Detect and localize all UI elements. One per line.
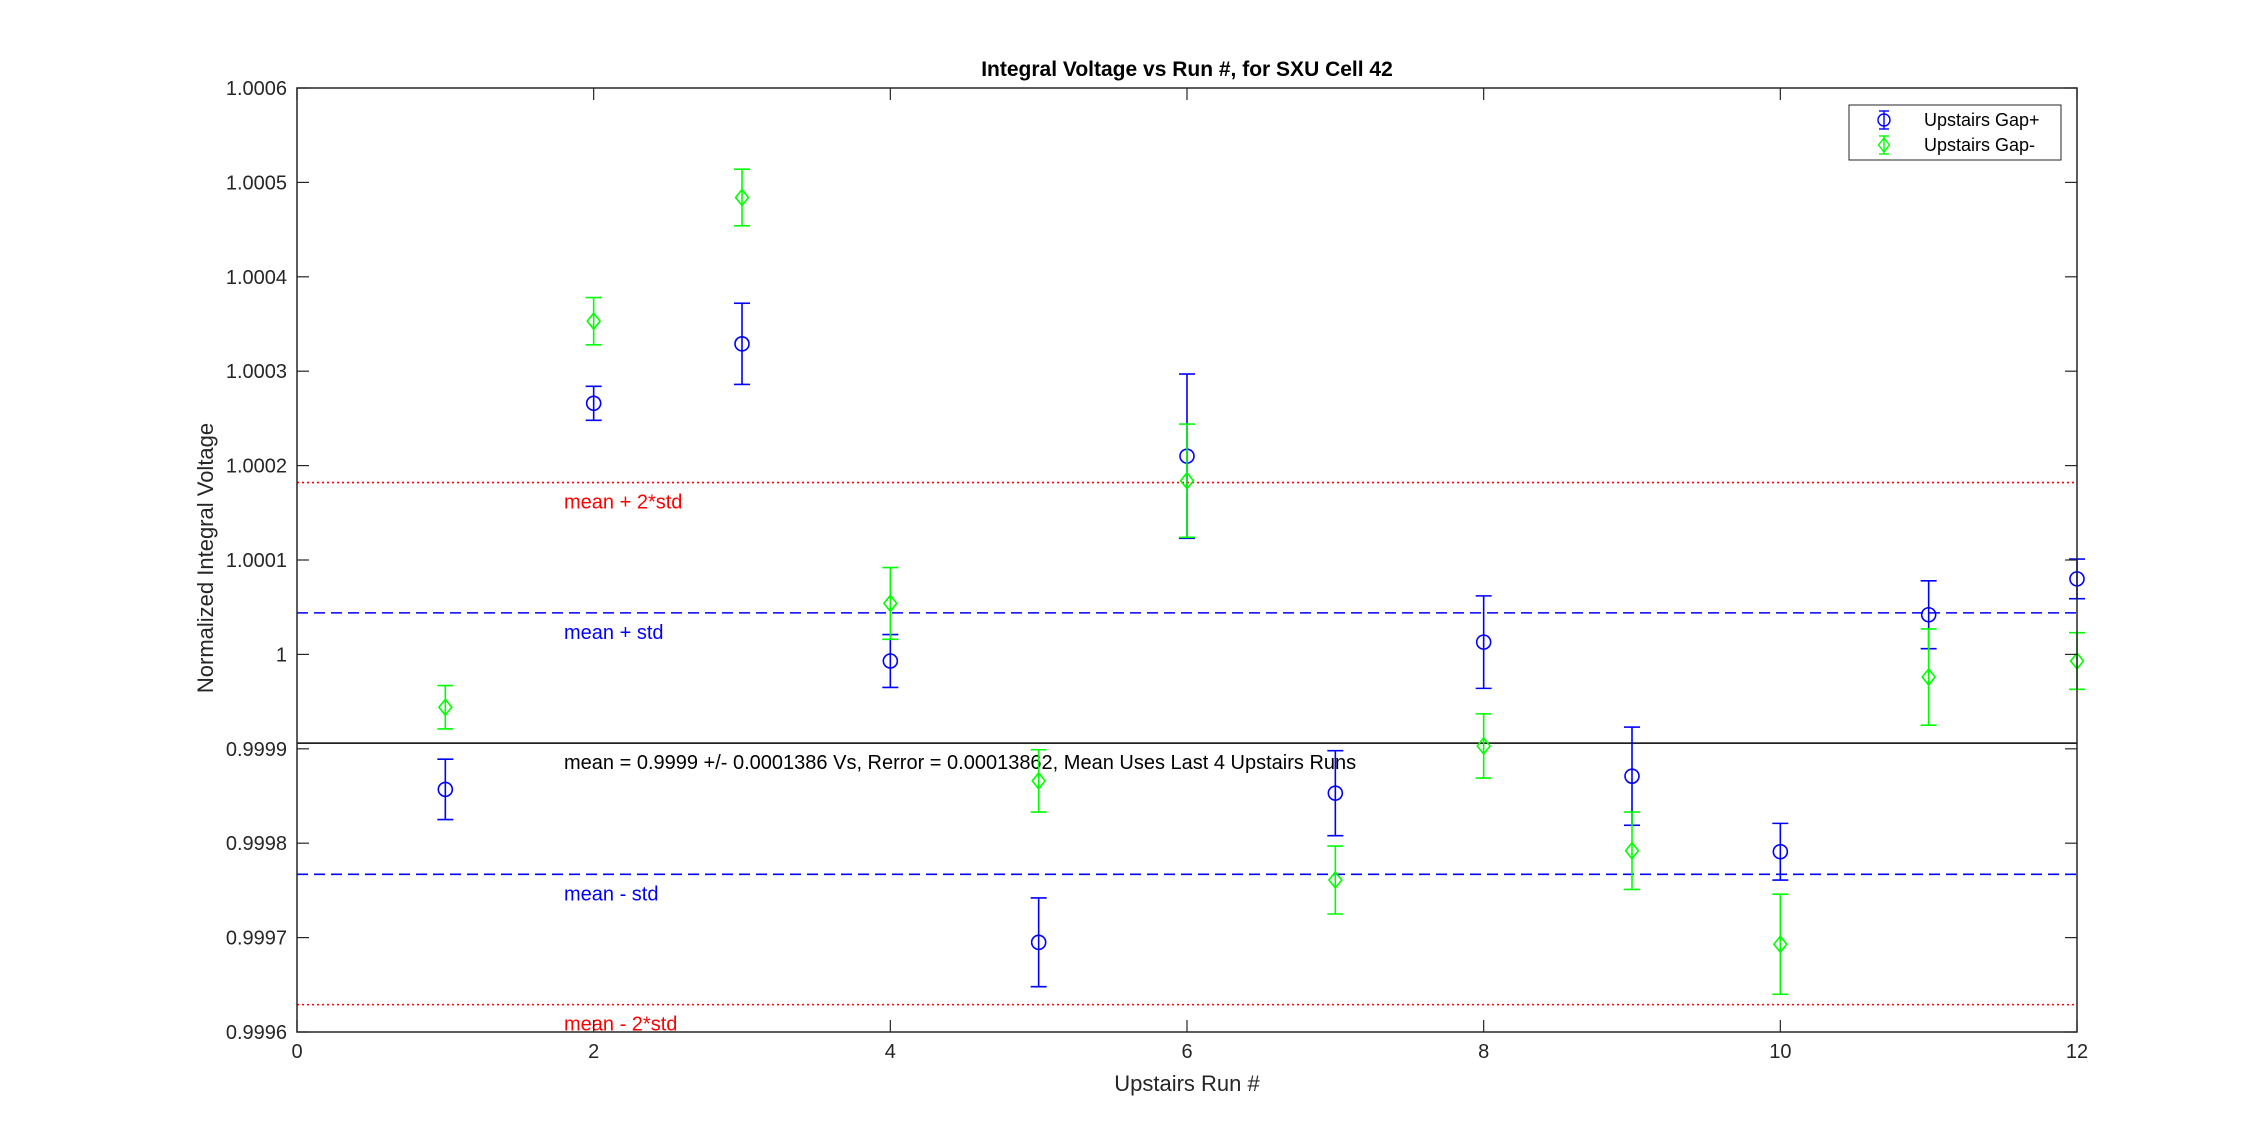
reference-line-label: mean - std	[564, 883, 658, 905]
data-point	[1327, 785, 1344, 801]
data-point	[1624, 768, 1640, 784]
data-point	[585, 395, 602, 412]
axes: 0 2 4 6 8 10 12 0.9996 0.9997 0.9998 0.9999 1 1.0001…	[226, 78, 2088, 1063]
data-point	[1772, 934, 1788, 954]
legend-label: Upstairs Gap+	[1924, 110, 2040, 130]
data-point	[1475, 634, 1492, 650]
data-point	[1031, 771, 1047, 791]
data-point	[734, 188, 750, 207]
x-tick-label: 12	[2066, 1041, 2088, 1063]
y-tick-label: 0.9999	[226, 739, 287, 761]
data-point	[1772, 843, 1789, 860]
y-axis-label: Normalized Integral Voltage	[193, 423, 218, 693]
series-group	[437, 302, 2085, 988]
y-tick-label: 0.9996	[226, 1022, 287, 1044]
reference-line-label: mean - 2*std	[564, 1014, 677, 1036]
legend-marker-circle	[1877, 113, 1891, 127]
chart-title: Integral Voltage vs Run #, for SXU Cell …	[981, 58, 1393, 81]
reference-line-label: mean + 2*std	[564, 492, 682, 514]
x-tick-label: 10	[1769, 1041, 1791, 1063]
data-point	[1030, 934, 1047, 951]
y-tick-label: 1.0004	[226, 267, 287, 289]
reference-line-label: mean + std	[564, 622, 664, 644]
y-tick-label: 1.0001	[226, 550, 287, 572]
data-point	[882, 653, 899, 669]
y-tick-label: 0.9998	[226, 833, 287, 855]
y-tick-label: 1.0005	[226, 172, 287, 194]
x-tick-label: 6	[1181, 1041, 1192, 1063]
y-tick-label: 1.0003	[226, 361, 287, 383]
x-axis-label: Upstairs Run #	[1114, 1071, 1260, 1096]
data-point	[1327, 870, 1343, 890]
data-point	[882, 594, 898, 613]
reference-line-label: mean = 0.9999 +/- 0.0001386 Vs, Rerror =…	[564, 752, 1356, 774]
y-tick-label: 0.9997	[226, 928, 287, 950]
legend: Upstairs Gap+ Upstairs Gap-	[1848, 104, 2062, 161]
y-tick-label: 1	[276, 644, 287, 666]
x-tick-label: 2	[588, 1041, 599, 1063]
y-tick-label: 1.0002	[226, 456, 287, 478]
data-point	[1921, 667, 1937, 687]
data-point	[437, 781, 454, 798]
x-tick-label: 4	[885, 1041, 896, 1063]
data-point	[734, 336, 750, 352]
data-point	[1476, 736, 1492, 756]
x-tick-label: 8	[1478, 1041, 1489, 1063]
legend-label: Upstairs Gap-	[1924, 135, 2035, 155]
data-point	[1920, 606, 1937, 623]
data-point	[586, 311, 602, 331]
data-point	[437, 697, 453, 717]
x-tick-label: 0	[291, 1041, 302, 1063]
data-point	[1179, 471, 1195, 490]
data-series	[437, 168, 2085, 996]
y-tick-label: 1.0006	[226, 78, 287, 100]
data-point	[1624, 841, 1640, 861]
legend-marker-diamond	[1877, 136, 1891, 154]
